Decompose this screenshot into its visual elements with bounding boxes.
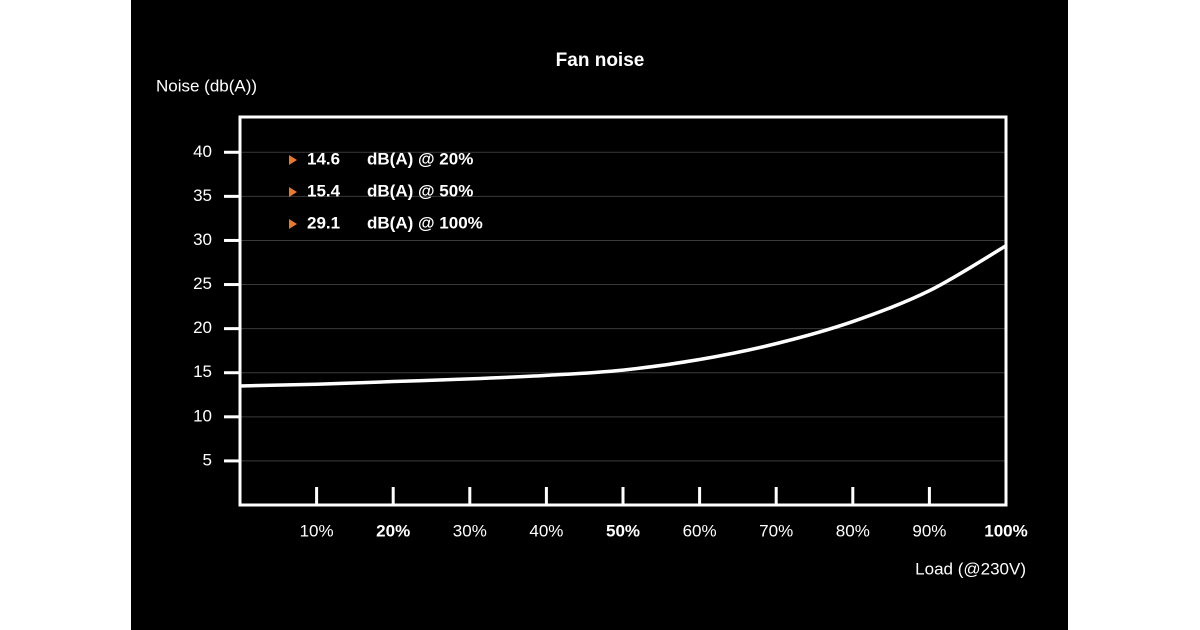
y-tick-label: 20	[193, 318, 212, 337]
annotation-value: 29.1	[307, 213, 340, 232]
x-tick-label: 20%	[376, 521, 410, 540]
annotation-value: 14.6	[307, 149, 340, 168]
x-tick-label: 80%	[836, 521, 870, 540]
x-tick-label: 10%	[300, 521, 334, 540]
y-tick-label: 10	[193, 406, 212, 425]
x-tick-label: 100%	[984, 521, 1027, 540]
annotation-label: dB(A) @ 20%	[367, 149, 473, 168]
chart-title: Fan noise	[556, 50, 645, 71]
y-tick-label: 30	[193, 230, 212, 249]
x-tick-label: 70%	[759, 521, 793, 540]
noise-line	[239, 244, 1007, 388]
x-axis-label: Load (@230V)	[915, 559, 1026, 578]
annotation-value: 15.4	[307, 181, 341, 200]
panel	[131, 0, 1068, 630]
x-tick-label: 60%	[683, 521, 717, 540]
annotation-marker	[289, 187, 297, 197]
y-tick-label: 5	[203, 450, 212, 469]
x-tick-label: 30%	[453, 521, 487, 540]
annotation-marker	[289, 155, 297, 165]
plot-frame	[238, 115, 1008, 507]
x-tick-label: 90%	[912, 521, 946, 540]
y-tick-label: 15	[193, 362, 212, 381]
y-tick-label: 40	[193, 142, 212, 161]
annotation-marker	[289, 219, 297, 229]
y-axis-label: Noise (db(A))	[156, 76, 257, 95]
x-tick-label: 40%	[529, 521, 563, 540]
annotation-label: dB(A) @ 50%	[367, 181, 473, 200]
x-tick-label: 50%	[606, 521, 640, 540]
y-tick-label: 35	[193, 186, 212, 205]
annotation-label: dB(A) @ 100%	[367, 213, 483, 232]
y-tick-label: 25	[193, 274, 212, 293]
